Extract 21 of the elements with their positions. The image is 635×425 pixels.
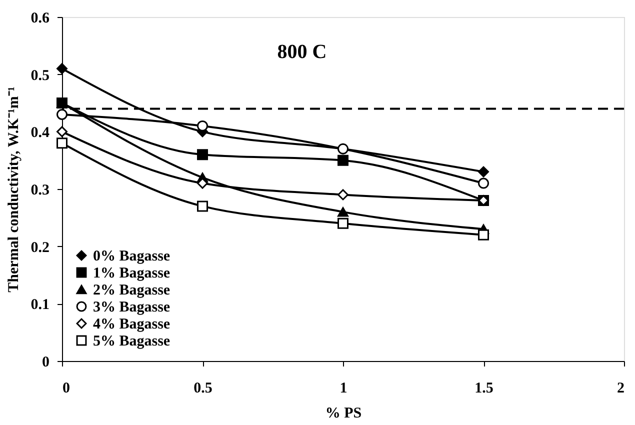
x-axis-title: % PS <box>325 406 362 422</box>
y-tick-label: 0.5 <box>30 68 50 84</box>
legend-label: 4% Bagasse <box>93 316 170 332</box>
x-tick-label: 2 <box>617 380 624 396</box>
x-tick-label: 0.5 <box>194 380 212 396</box>
x-tick-label: 0 <box>62 380 70 396</box>
y-tick-label: 0.3 <box>30 182 50 198</box>
y-axis-title: Thermal conductivity, W.K⁻¹m⁻¹ <box>6 86 22 292</box>
legend-label: 3% Bagasse <box>93 300 170 316</box>
y-tick-label: 0.1 <box>30 297 50 314</box>
y-tick-label: 0.2 <box>30 240 50 256</box>
text: 800 C <box>277 41 327 63</box>
y-tick-label: 0.4 <box>30 125 50 142</box>
legend-label: 2% Bagasse <box>93 282 170 298</box>
legend-label: 1% Bagasse <box>93 266 170 282</box>
y-tick-label: 0 <box>42 354 50 370</box>
legend-label: 0% Bagasse <box>93 248 170 264</box>
y-tick-label: 0.6 <box>30 10 50 26</box>
legend-label: 5% Bagasse <box>93 334 170 350</box>
x-tick-label: 1.5 <box>474 380 494 396</box>
x-tick-label: 1 <box>340 380 348 396</box>
